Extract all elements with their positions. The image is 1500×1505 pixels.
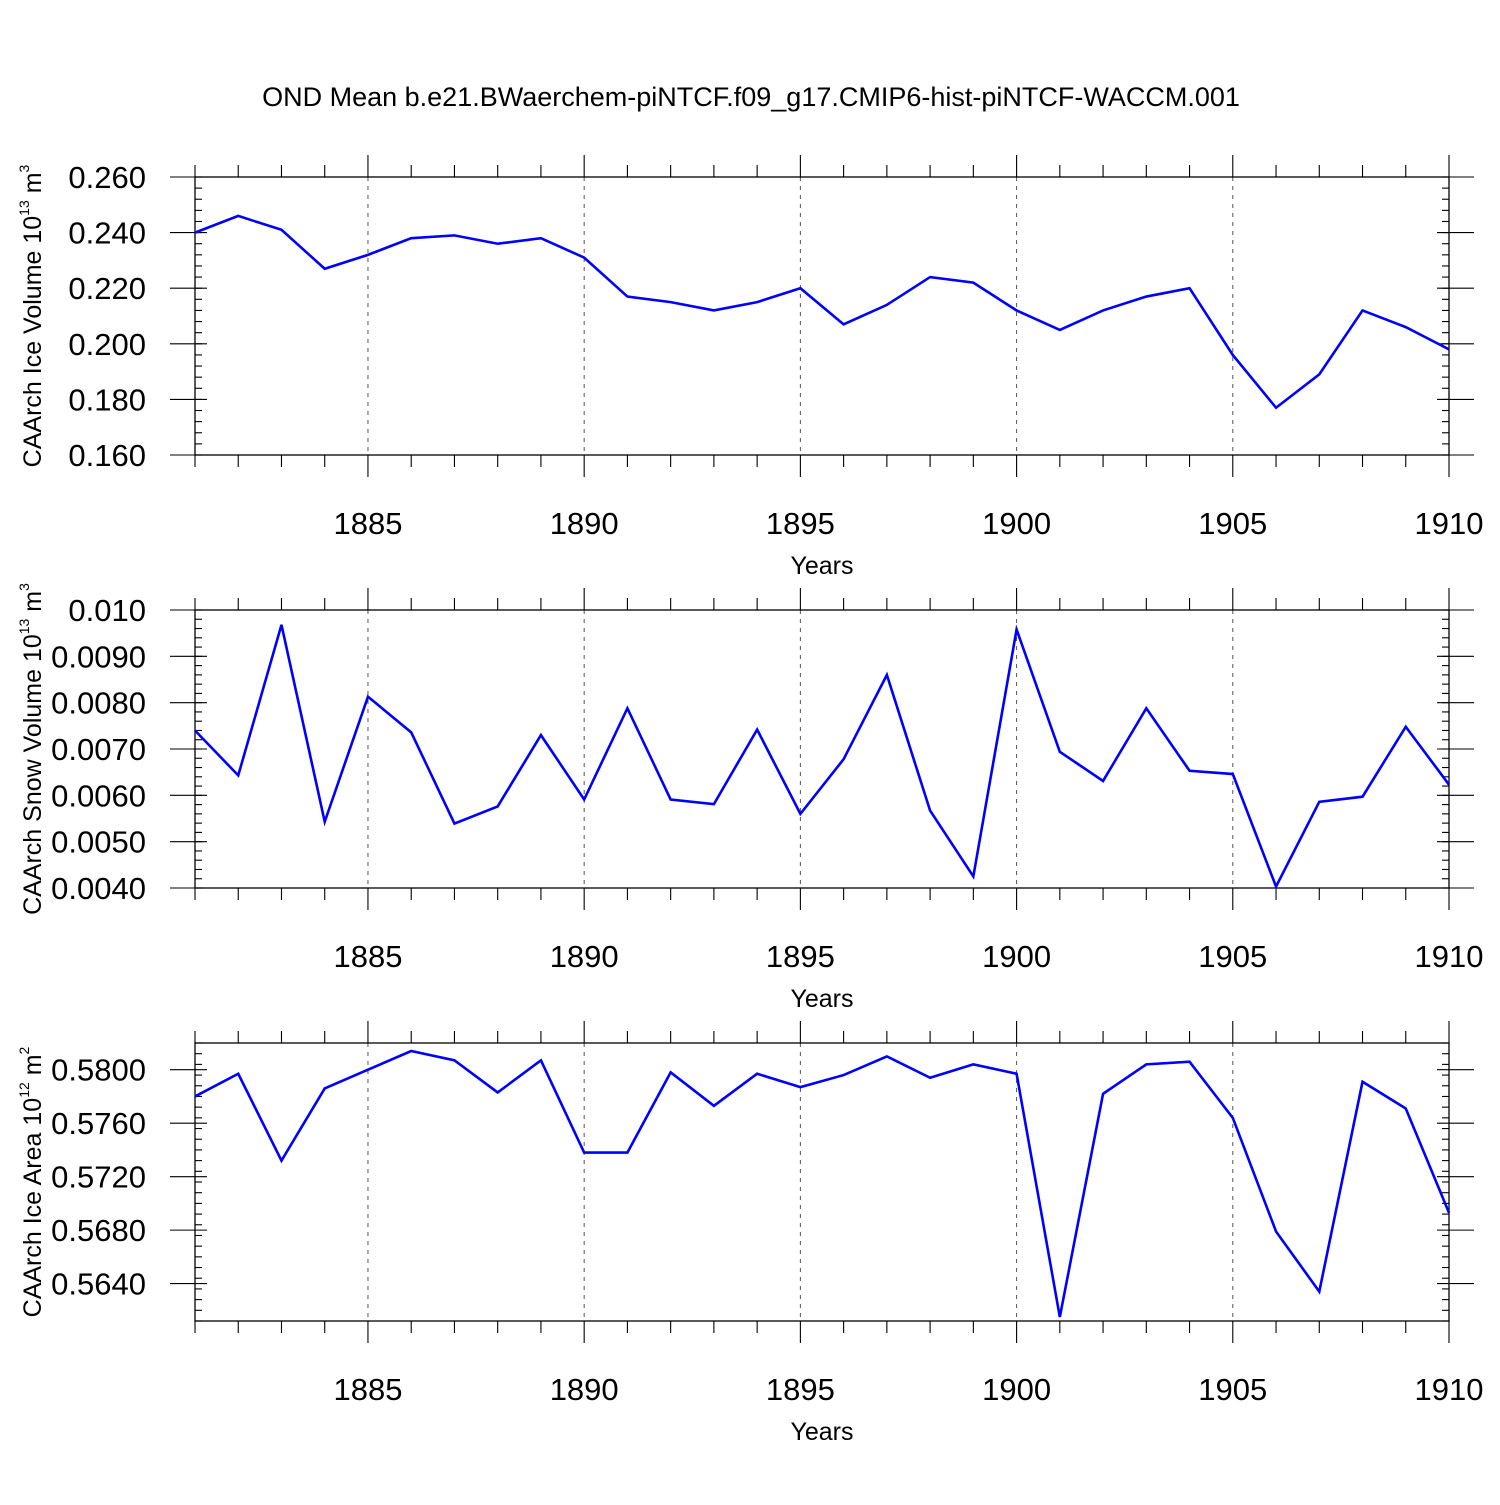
series-line: [194, 1049, 1451, 1318]
y-tick-label: 0.5640: [51, 1267, 146, 1302]
y-axis-title-unit-exponent: 3: [16, 164, 32, 172]
panel-3: 0.5640 0.5680 0.5720 0.5760 0.5800 1885 1890 18…: [16, 1021, 1483, 1446]
y-axis-title-exponent: 12: [16, 1082, 32, 1098]
x-tick-label: 1895: [766, 1372, 835, 1407]
y-tick-label: 0.5680: [51, 1213, 146, 1248]
y-tick-label: 0.5720: [51, 1160, 146, 1195]
y-axis-title-exponent: 13: [16, 200, 32, 216]
x-tick-label: 1910: [1415, 506, 1484, 541]
y-tick-label: 0.0090: [51, 639, 146, 674]
series-line: [194, 624, 1451, 890]
y-axis-title-text: CAArch Snow Volume 10: [19, 634, 47, 915]
y-tick-label: 0.180: [68, 382, 146, 417]
y-tick-label: 0.0040: [51, 871, 146, 906]
x-axis-title: Years: [790, 985, 853, 1013]
y-tick-label: 0.5760: [51, 1106, 146, 1141]
x-tick-label: 1895: [766, 939, 835, 974]
x-tick-label: 1885: [333, 939, 402, 974]
x-tick-label: 1890: [550, 939, 619, 974]
x-tick-label: 1895: [766, 506, 835, 541]
series-line: [194, 214, 1450, 410]
y-tick-label: 0.220: [68, 271, 146, 306]
x-tick-label: 1900: [982, 939, 1051, 974]
panel-2: 0.0040 0.0050 0.0060 0.0070 0.0080 0.0090 0.01…: [16, 583, 1483, 1013]
plot-frame: [194, 176, 1450, 456]
y-tick-label: 0.200: [68, 327, 146, 362]
y-axis-title-unit: m: [19, 1054, 47, 1082]
y-tick-label: 0.240: [68, 216, 146, 251]
y-axis-title-text: CAArch Ice Area 10: [19, 1098, 47, 1318]
y-tick-label: 0.0080: [51, 686, 146, 721]
x-tick-label: 1885: [333, 506, 402, 541]
x-tick-label: 1890: [550, 506, 619, 541]
x-tick-label: 1905: [1198, 506, 1267, 541]
x-tick-label: 1905: [1198, 1372, 1267, 1407]
plot-frame: [194, 609, 1450, 889]
y-tick-label: 0.0070: [51, 732, 146, 767]
y-axis-title-unit: m: [19, 172, 47, 200]
x-tick-label: 1900: [982, 1372, 1051, 1407]
x-tick-label: 1885: [333, 1372, 402, 1407]
y-tick-label: 0.0050: [51, 825, 146, 860]
y-tick-label: 0.160: [68, 438, 146, 473]
x-tick-label: 1890: [550, 1372, 619, 1407]
y-axis-title-unit: m: [19, 591, 47, 619]
y-axis-title-text: CAArch Ice Volume 10: [19, 216, 47, 468]
x-tick-label: 1910: [1415, 1372, 1484, 1407]
y-axis-title: CAArch Ice Area 1012 m2: [16, 1046, 47, 1317]
x-tick-label: 1900: [982, 506, 1051, 541]
plot-frame: [194, 1042, 1450, 1322]
x-axis-title: Years: [790, 552, 853, 580]
y-axis-title-unit-exponent: 2: [16, 1046, 32, 1054]
y-axis-title: CAArch Ice Volume 1013 m3: [16, 164, 47, 467]
x-tick-label: 1910: [1415, 939, 1484, 974]
y-axis-title-exponent: 13: [16, 618, 32, 634]
chart-title: OND Mean b.e21.BWaerchem-piNTCF.f09_g17.…: [262, 82, 1240, 112]
y-tick-label: 0.5800: [51, 1053, 146, 1088]
y-tick-label: 0.010: [68, 593, 146, 628]
y-tick-label: 0.260: [68, 160, 146, 195]
y-axis-title-unit-exponent: 3: [16, 583, 32, 591]
x-axis-title: Years: [790, 1418, 853, 1446]
y-tick-label: 0.0060: [51, 778, 146, 813]
y-axis-title: CAArch Snow Volume 1013 m3: [16, 583, 47, 915]
panel-1: 0.160 0.180 0.200 0.220 0.240 0.260 1885 1890 18…: [16, 155, 1483, 580]
x-tick-label: 1905: [1198, 939, 1267, 974]
